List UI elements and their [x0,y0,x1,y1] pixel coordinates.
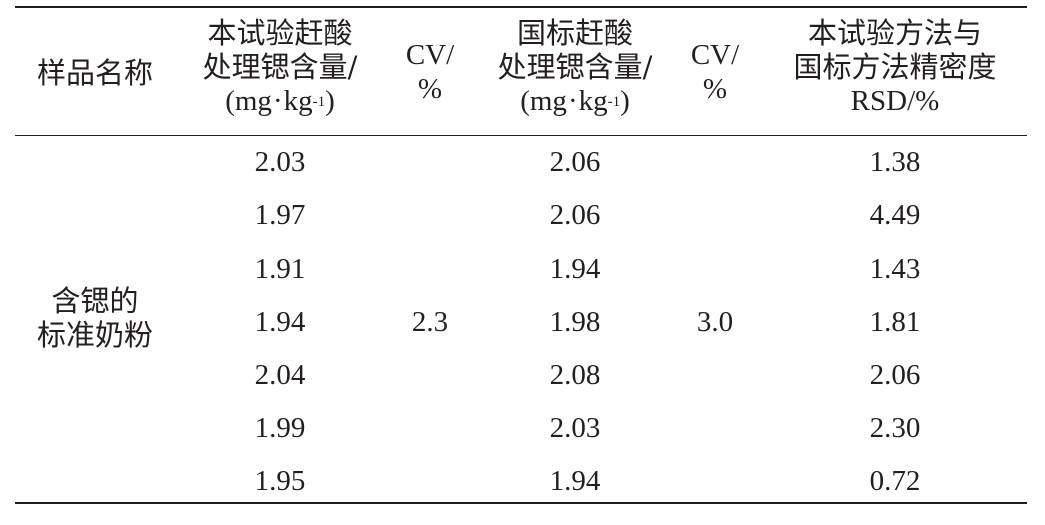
header-sample-name: 样品名称 [36,56,153,90]
header-this-method-line2: 处理锶含量/ [202,50,358,84]
rsd-value: 0.72 [869,465,921,497]
national-value: 1.94 [549,253,601,285]
rsd-value: 1.81 [869,306,921,338]
header-national-line2: 处理锶含量/ [497,50,653,84]
header-this-method-line1: 本试验赶酸 [207,16,353,50]
this-method-value: 1.95 [254,465,306,497]
national-value: 2.03 [549,412,601,444]
national-value: 1.98 [549,306,601,338]
national-value: 2.08 [549,359,601,391]
sample-name-cell: 含锶的 标准奶粉 [36,284,153,352]
national-value: 1.94 [549,465,601,497]
header-cv-national: CV/ % [690,39,740,105]
table-bottom-rule [15,502,1027,504]
this-method-value: 2.04 [254,359,306,391]
this-method-value: 1.97 [254,199,306,231]
cv-this-method-value: 2.3 [411,306,449,338]
rsd-value: 4.49 [869,199,921,231]
table-top-rule [15,6,1027,8]
header-this-method-unit: (mg·kg-1) [225,85,335,117]
this-method-value: 2.03 [254,146,306,178]
cv-national-value: 3.0 [696,306,734,338]
table-header-rule [15,135,1027,136]
header-precision-rsd: 本试验方法与 国标方法精密度 RSD/% [793,16,997,117]
header-national-unit: (mg·kg-1) [520,85,630,117]
header-this-method-content: 本试验赶酸 处理锶含量/ (mg·kg-1) [180,16,380,118]
header-national-line1: 国标赶酸 [516,16,633,50]
rsd-value: 2.30 [869,412,921,444]
rsd-value: 2.06 [869,359,921,391]
national-value: 2.06 [549,199,601,231]
rsd-value: 1.43 [869,253,921,285]
this-method-value: 1.91 [254,253,306,285]
header-national-content: 国标赶酸 处理锶含量/ (mg·kg-1) [475,16,675,118]
this-method-value: 1.94 [254,306,306,338]
header-cv-this-method: CV/ % [405,39,455,105]
this-method-value: 1.99 [254,412,306,444]
national-value: 2.06 [549,146,601,178]
rsd-value: 1.38 [869,146,921,178]
